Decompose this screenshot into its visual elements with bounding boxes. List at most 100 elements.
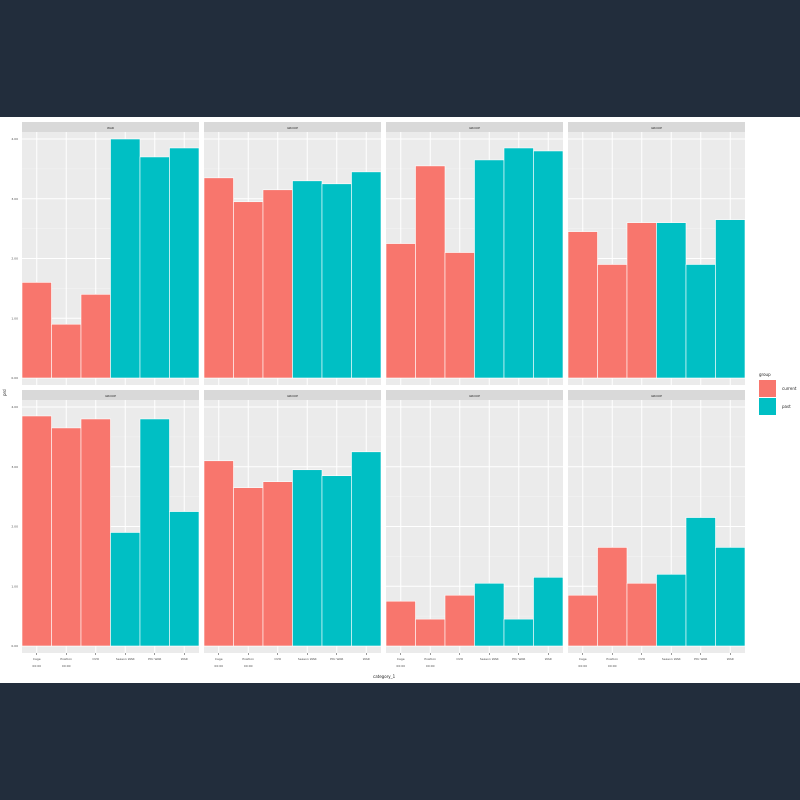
y-tick-label: 0.00 <box>11 376 18 380</box>
x-tick-sublabel: 00:00 <box>214 664 223 668</box>
x-tick-sublabel: 00:00 <box>426 664 435 668</box>
x-tick-sublabel: 00:00 <box>62 664 71 668</box>
x-tick-label: WAR <box>181 657 188 661</box>
bar <box>415 165 446 379</box>
bar <box>351 451 382 647</box>
x-tick-label: Cage <box>215 657 223 661</box>
bar <box>233 201 264 379</box>
x-tick-sublabel: 00:00 <box>396 664 405 668</box>
x-tick-label: Season WAR <box>480 657 499 661</box>
legend: group current past <box>759 372 796 416</box>
bar <box>533 150 564 379</box>
bar <box>597 547 628 647</box>
bar <box>597 264 628 379</box>
x-tick-sublabel: 00:00 <box>244 664 253 668</box>
bar <box>715 547 746 647</box>
legend-title: group <box>759 372 771 377</box>
y-tick-label: 4.00 <box>11 405 18 409</box>
bar <box>474 582 505 647</box>
faceted-bar-chart: WAR 0.00 1.00 2.00 3.00 4.00 GROUP GROUP GROUP GR… <box>11 122 746 668</box>
bar <box>385 600 416 647</box>
bar <box>321 475 352 647</box>
facet-strip <box>386 390 563 400</box>
bar <box>321 183 352 379</box>
facet-title: GROUP <box>105 394 116 398</box>
y-tick-label: 2.00 <box>11 525 18 529</box>
bar <box>80 418 111 647</box>
facet-title: WAR <box>107 126 114 130</box>
legend-key-current <box>759 380 776 397</box>
bar <box>110 532 141 647</box>
bar <box>656 573 687 647</box>
bar <box>233 487 264 647</box>
x-tick-label: Position <box>242 657 254 661</box>
facet-strip <box>568 122 745 132</box>
legend-entry-past: past <box>759 398 796 415</box>
legend-key-past <box>759 398 776 415</box>
bar <box>262 481 293 647</box>
legend-entry-current: current <box>759 380 796 397</box>
bar <box>80 294 111 379</box>
facet-title: GROUP <box>651 394 662 398</box>
bar <box>626 582 657 647</box>
bar <box>444 252 475 379</box>
bar <box>415 618 446 647</box>
bar <box>351 171 382 379</box>
facet-strip <box>204 122 381 132</box>
bar <box>203 460 234 647</box>
y-tick-label: 2.00 <box>11 257 18 261</box>
y-tick-label: 3.00 <box>11 465 18 469</box>
x-tick-label: Pitc WAR <box>330 657 343 661</box>
facet-strip <box>568 390 745 400</box>
bar <box>533 576 564 647</box>
bar <box>51 427 82 647</box>
bar <box>444 594 475 647</box>
facet-strip <box>22 122 199 132</box>
bar <box>567 594 598 647</box>
x-tick-sublabel: 00:00 <box>578 664 587 668</box>
x-tick-label: WAR <box>545 657 552 661</box>
x-tick-label: Season WAR <box>662 657 681 661</box>
facet-strip <box>204 390 381 400</box>
y-axis-label: prd <box>2 389 7 396</box>
bar <box>685 264 716 379</box>
x-tick-sublabel: 00:00 <box>32 664 41 668</box>
bar <box>503 147 534 379</box>
bar <box>139 418 170 647</box>
bar <box>203 177 234 379</box>
bar <box>626 222 657 379</box>
bar <box>385 243 416 379</box>
x-tick-label: Pitc WAR <box>694 657 707 661</box>
bar <box>685 517 716 647</box>
x-tick-label: WAR <box>727 657 734 661</box>
x-tick-label: Cage <box>579 657 587 661</box>
x-tick-label: Position <box>60 657 72 661</box>
x-tick-sublabel: 00:00 <box>608 664 617 668</box>
bar <box>567 231 598 379</box>
bar <box>262 189 293 379</box>
legend-label-past: past <box>782 404 791 409</box>
bar <box>292 469 323 647</box>
x-tick-label: Season WAR <box>298 657 317 661</box>
x-tick-label: Position <box>606 657 618 661</box>
x-tick-label: OVO <box>638 657 645 661</box>
bar <box>110 138 141 379</box>
bar <box>292 180 323 379</box>
facet-title: GROUP <box>287 126 298 130</box>
facet-title: GROUP <box>469 394 480 398</box>
bar <box>503 618 534 647</box>
y-tick-label: 4.00 <box>11 137 18 141</box>
y-tick-label: 1.00 <box>11 584 18 588</box>
x-tick-label: Cage <box>33 657 41 661</box>
bar <box>169 147 200 379</box>
x-tick-label: Pitc WAR <box>512 657 525 661</box>
y-tick-label: 0.00 <box>11 644 18 648</box>
y-tick-label: 3.00 <box>11 197 18 201</box>
y-tick-label: 1.00 <box>11 316 18 320</box>
bar <box>139 156 170 379</box>
bar <box>169 511 200 647</box>
facet-strip <box>22 390 199 400</box>
x-tick-label: OVO <box>456 657 463 661</box>
bar <box>21 415 52 647</box>
x-tick-label: OVO <box>274 657 281 661</box>
